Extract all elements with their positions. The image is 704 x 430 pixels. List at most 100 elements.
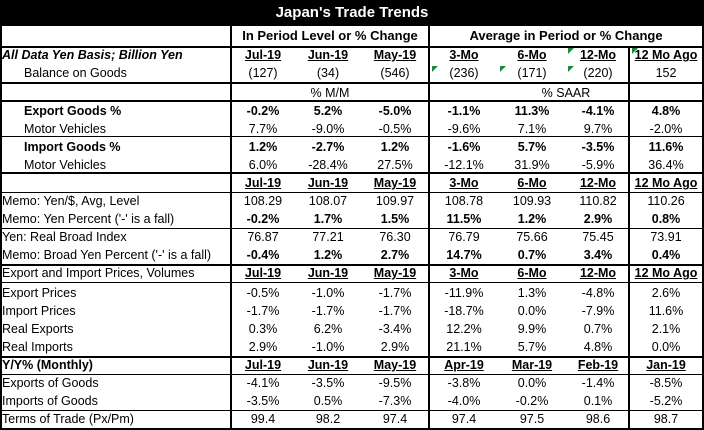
table-cell: 12-Mo [579, 266, 617, 280]
table-cell: 3-Mo [449, 176, 479, 190]
table-cell: -1.7% [246, 304, 280, 318]
table-cell: 7.1% [517, 122, 547, 136]
row-label-export-and-import-prices-volumes: Export and Import Prices, Volumes [2, 266, 195, 280]
table-cell: 1.2% [380, 140, 410, 154]
table-cell: 77.21 [312, 230, 344, 244]
table-cell: 108.29 [243, 194, 283, 208]
table-cell: 2.1% [651, 322, 681, 336]
table-cell: 5.7% [517, 340, 547, 354]
table-cell: 3-Mo [449, 48, 479, 62]
table-cell: 2.7% [380, 248, 410, 262]
table-cell: -5.0% [378, 104, 412, 118]
table-cell: -18.7% [444, 304, 484, 318]
table-cell: 4.8% [583, 340, 613, 354]
table-cell: 3.4% [583, 248, 613, 262]
table-cell: -8.5% [649, 376, 683, 390]
table-cell: 12 Mo Ago [634, 48, 698, 62]
grid-line [0, 192, 704, 193]
table-cell: 98.6 [585, 412, 611, 426]
grid-line [0, 172, 704, 174]
table-cell: Jun-19 [307, 48, 349, 62]
table-cell: -7.3% [378, 394, 412, 408]
table-row: Export Prices -0.5% -1.0% -1.7% -11.9% 1.3% -4… [0, 284, 704, 302]
table-cell: 152 [655, 66, 677, 80]
table-cell: Jun-19 [307, 266, 349, 280]
table-cell: Jul-19 [244, 266, 282, 280]
table-cell: (171) [517, 66, 547, 80]
grid-line [428, 26, 430, 430]
table-cell: -1.0% [311, 286, 345, 300]
table-cell: 1.2% [248, 140, 278, 154]
table-cell: -3.5% [581, 140, 615, 154]
table-cell: Apr-19 [444, 358, 484, 372]
header-in-period: In Period Level or % Change [242, 28, 418, 43]
row-label-export-goods: Export Goods % [24, 104, 122, 118]
table-cell: -5.9% [581, 158, 615, 172]
table-cell: -1.0% [311, 340, 345, 354]
row-label-motor-vehicles: Motor Vehicles [24, 122, 106, 136]
row-label-memo-broad-yen-percent-is-a-fall: Memo: Broad Yen Percent ('-' is a fall) [2, 248, 212, 262]
table-row: Real Imports 2.9% -1.0% 2.9% 21.1% 5.7% 4.8% 0.… [0, 338, 704, 356]
table-title: Japan's Trade Trends [275, 4, 429, 21]
table-cell: 98.7 [653, 412, 679, 426]
table-cell: -1.7% [378, 286, 412, 300]
table-cell: Feb-19 [577, 358, 619, 372]
table-row: Import Goods % 1.2% -2.7% 1.2% -1.6% 5.7% -3.5… [0, 138, 704, 156]
table-cell: 0.3% [248, 322, 278, 336]
row-label-all-data-yen-basis-billion-yen: All Data Yen Basis; Billion Yen [2, 48, 183, 62]
table-cell: -9.0% [311, 122, 345, 136]
table-cell: 109.97 [375, 194, 415, 208]
section-header-row: In Period Level or % Change Average in P… [0, 26, 704, 46]
cell-indicator-icon [568, 48, 574, 54]
table-cell: Jan-19 [646, 358, 686, 372]
table-cell: -1.7% [378, 304, 412, 318]
table-cell: 6-Mo [517, 48, 547, 62]
table-cell: 0.0% [517, 376, 547, 390]
table-cell: -2.0% [649, 122, 683, 136]
table-cell: 6.2% [313, 322, 343, 336]
table-cell: -7.9% [581, 304, 615, 318]
table-cell: -3.4% [378, 322, 412, 336]
grid-line [0, 428, 704, 430]
table-cell: 0.8% [651, 212, 681, 226]
table-cell: Jul-19 [244, 48, 282, 62]
table-cell: 2.9% [248, 340, 278, 354]
table-cell: 5.2% [313, 104, 343, 118]
table-cell: -4.8% [581, 286, 615, 300]
table-cell: -11.9% [444, 286, 484, 300]
table-cell: -4.1% [581, 104, 615, 118]
table-cell: 0.0% [517, 304, 547, 318]
table-cell: 31.9% [514, 158, 550, 172]
grid-line [0, 82, 704, 84]
row-label-memo-yen-avg-level: Memo: Yen/$, Avg, Level [2, 194, 140, 208]
table-cell: -0.2% [515, 394, 549, 408]
row-label-yen-real-broad-index: Yen: Real Broad Index [2, 230, 127, 244]
table-cell: -3.5% [311, 376, 345, 390]
table-row: Memo: Broad Yen Percent ('-' is a fall) -… [0, 246, 704, 264]
table-cell: -4.1% [246, 376, 280, 390]
cell-indicator-icon [632, 48, 638, 54]
grid-line [628, 46, 630, 430]
cell-indicator-icon [432, 66, 438, 72]
table-row: Import Prices -1.7% -1.7% -1.7% -18.7% 0.0% -7… [0, 302, 704, 320]
table-row: Memo: Yen Percent ('-' is a fall) -0.2% 1.… [0, 210, 704, 228]
table-cell: 6.0% [248, 158, 278, 172]
table-cell: (546) [380, 66, 410, 80]
table-cell: 12 Mo Ago [634, 176, 698, 190]
table-cell: -0.4% [246, 248, 280, 262]
table-cell: 11.6% [648, 140, 684, 154]
row-label-import-goods: Import Goods % [24, 140, 121, 154]
table-cell: 1.5% [380, 212, 410, 226]
table-cell: 73.91 [650, 230, 682, 244]
grid-line [230, 26, 232, 430]
grid-line [0, 136, 704, 137]
table-cell: (236) [449, 66, 479, 80]
table-cell: -1.4% [581, 376, 615, 390]
table-cell: 0.4% [651, 248, 681, 262]
table-cell: 21.1% [446, 340, 482, 354]
grid-line [0, 46, 704, 48]
grid-line [0, 374, 704, 375]
header-average: Average in Period or % Change [469, 28, 663, 43]
grid-line [0, 228, 704, 229]
